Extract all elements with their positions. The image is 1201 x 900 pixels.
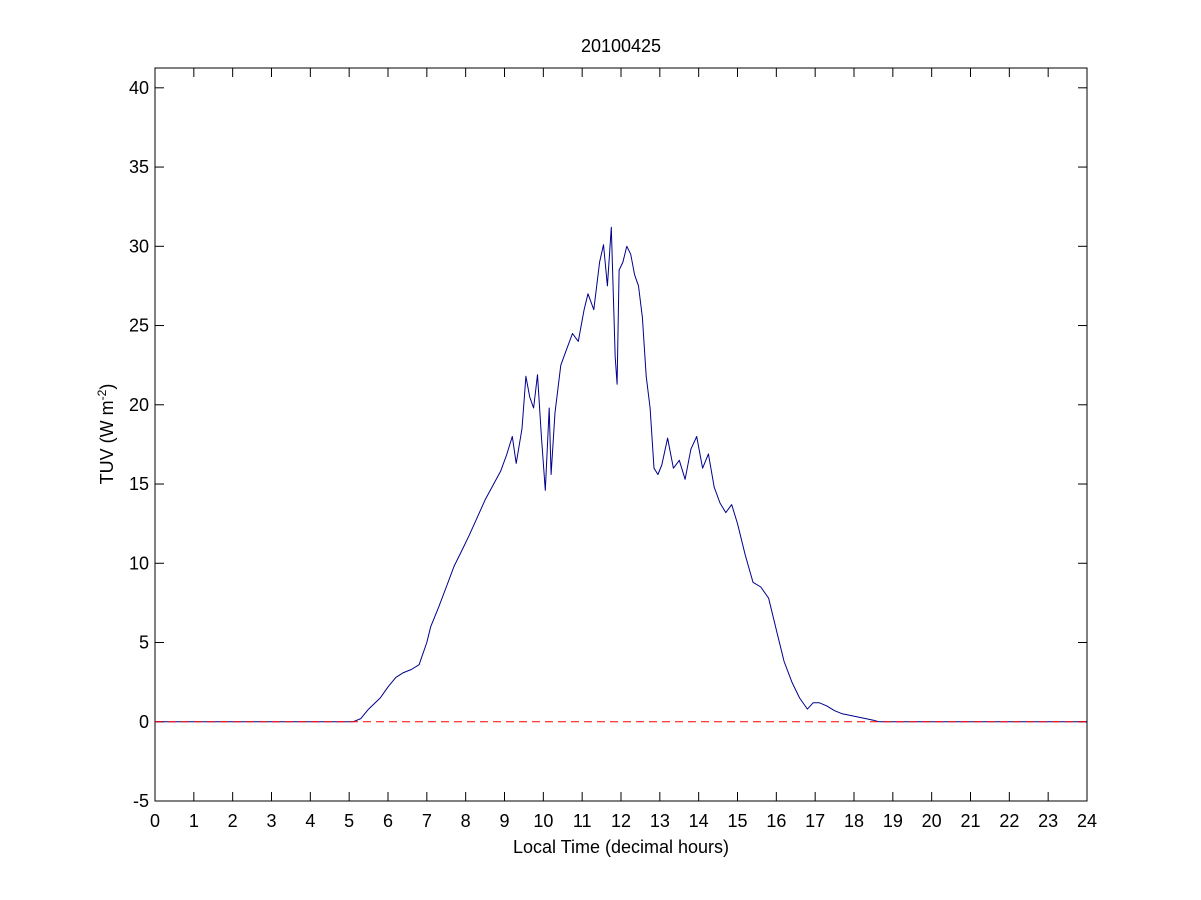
y-tick-label: -5 [133, 791, 149, 811]
y-axis-label: TUV (W m-2) [95, 384, 117, 485]
x-tick-label: 23 [1038, 811, 1058, 831]
x-tick-label: 24 [1077, 811, 1097, 831]
x-tick-label: 16 [766, 811, 786, 831]
x-tick-label: 9 [499, 811, 509, 831]
x-tick-label: 21 [960, 811, 980, 831]
x-tick-label: 11 [573, 811, 592, 831]
x-tick-label: 3 [266, 811, 276, 831]
x-tick-label: 12 [611, 811, 631, 831]
x-tick-label: 0 [150, 811, 160, 831]
x-tick-label: 17 [805, 811, 825, 831]
y-tick-label: 5 [139, 633, 149, 653]
y-tick-label: 40 [129, 78, 149, 98]
x-tick-label: 8 [461, 811, 471, 831]
x-tick-label: 18 [844, 811, 864, 831]
y-tick-label: 10 [129, 553, 149, 573]
plot-area [154, 67, 1088, 802]
x-tick-label: 20 [922, 811, 942, 831]
y-tick-label: 25 [129, 316, 149, 336]
x-tick-label: 2 [228, 811, 238, 831]
y-tick-label: 35 [129, 157, 149, 177]
axis-ticks: 0 1 2 3 4 5 6 7 8 9 10 11 12 13 14 15 16 17 18 19 20 21 22 23 24… [129, 68, 1097, 831]
y-axis-label-close: ) [97, 384, 117, 390]
y-axis-label-superscript: -2 [95, 389, 109, 400]
x-axis-label: Local Time (decimal hours) [513, 837, 729, 857]
series-layer [155, 226, 1087, 723]
x-tick-label: 7 [422, 811, 432, 831]
y-tick-label: 20 [129, 395, 149, 415]
chart-title: 20100425 [581, 36, 661, 56]
x-tick-label: 22 [999, 811, 1019, 831]
x-tick-label: 6 [383, 811, 393, 831]
x-tick-label: 10 [533, 811, 553, 831]
tuv-series-line [155, 226, 1087, 723]
x-tick-label: 1 [189, 811, 199, 831]
x-tick-label: 15 [727, 811, 747, 831]
y-axis-label-main: TUV (W m [97, 400, 117, 484]
y-tick-label: 15 [129, 474, 149, 494]
x-tick-label: 4 [305, 811, 315, 831]
x-tick-label: 5 [344, 811, 354, 831]
x-tick-label: 19 [883, 811, 903, 831]
x-tick-label: 13 [650, 811, 670, 831]
y-tick-label: 0 [139, 712, 149, 732]
y-tick-label: 30 [129, 236, 149, 256]
x-tick-label: 14 [689, 811, 709, 831]
